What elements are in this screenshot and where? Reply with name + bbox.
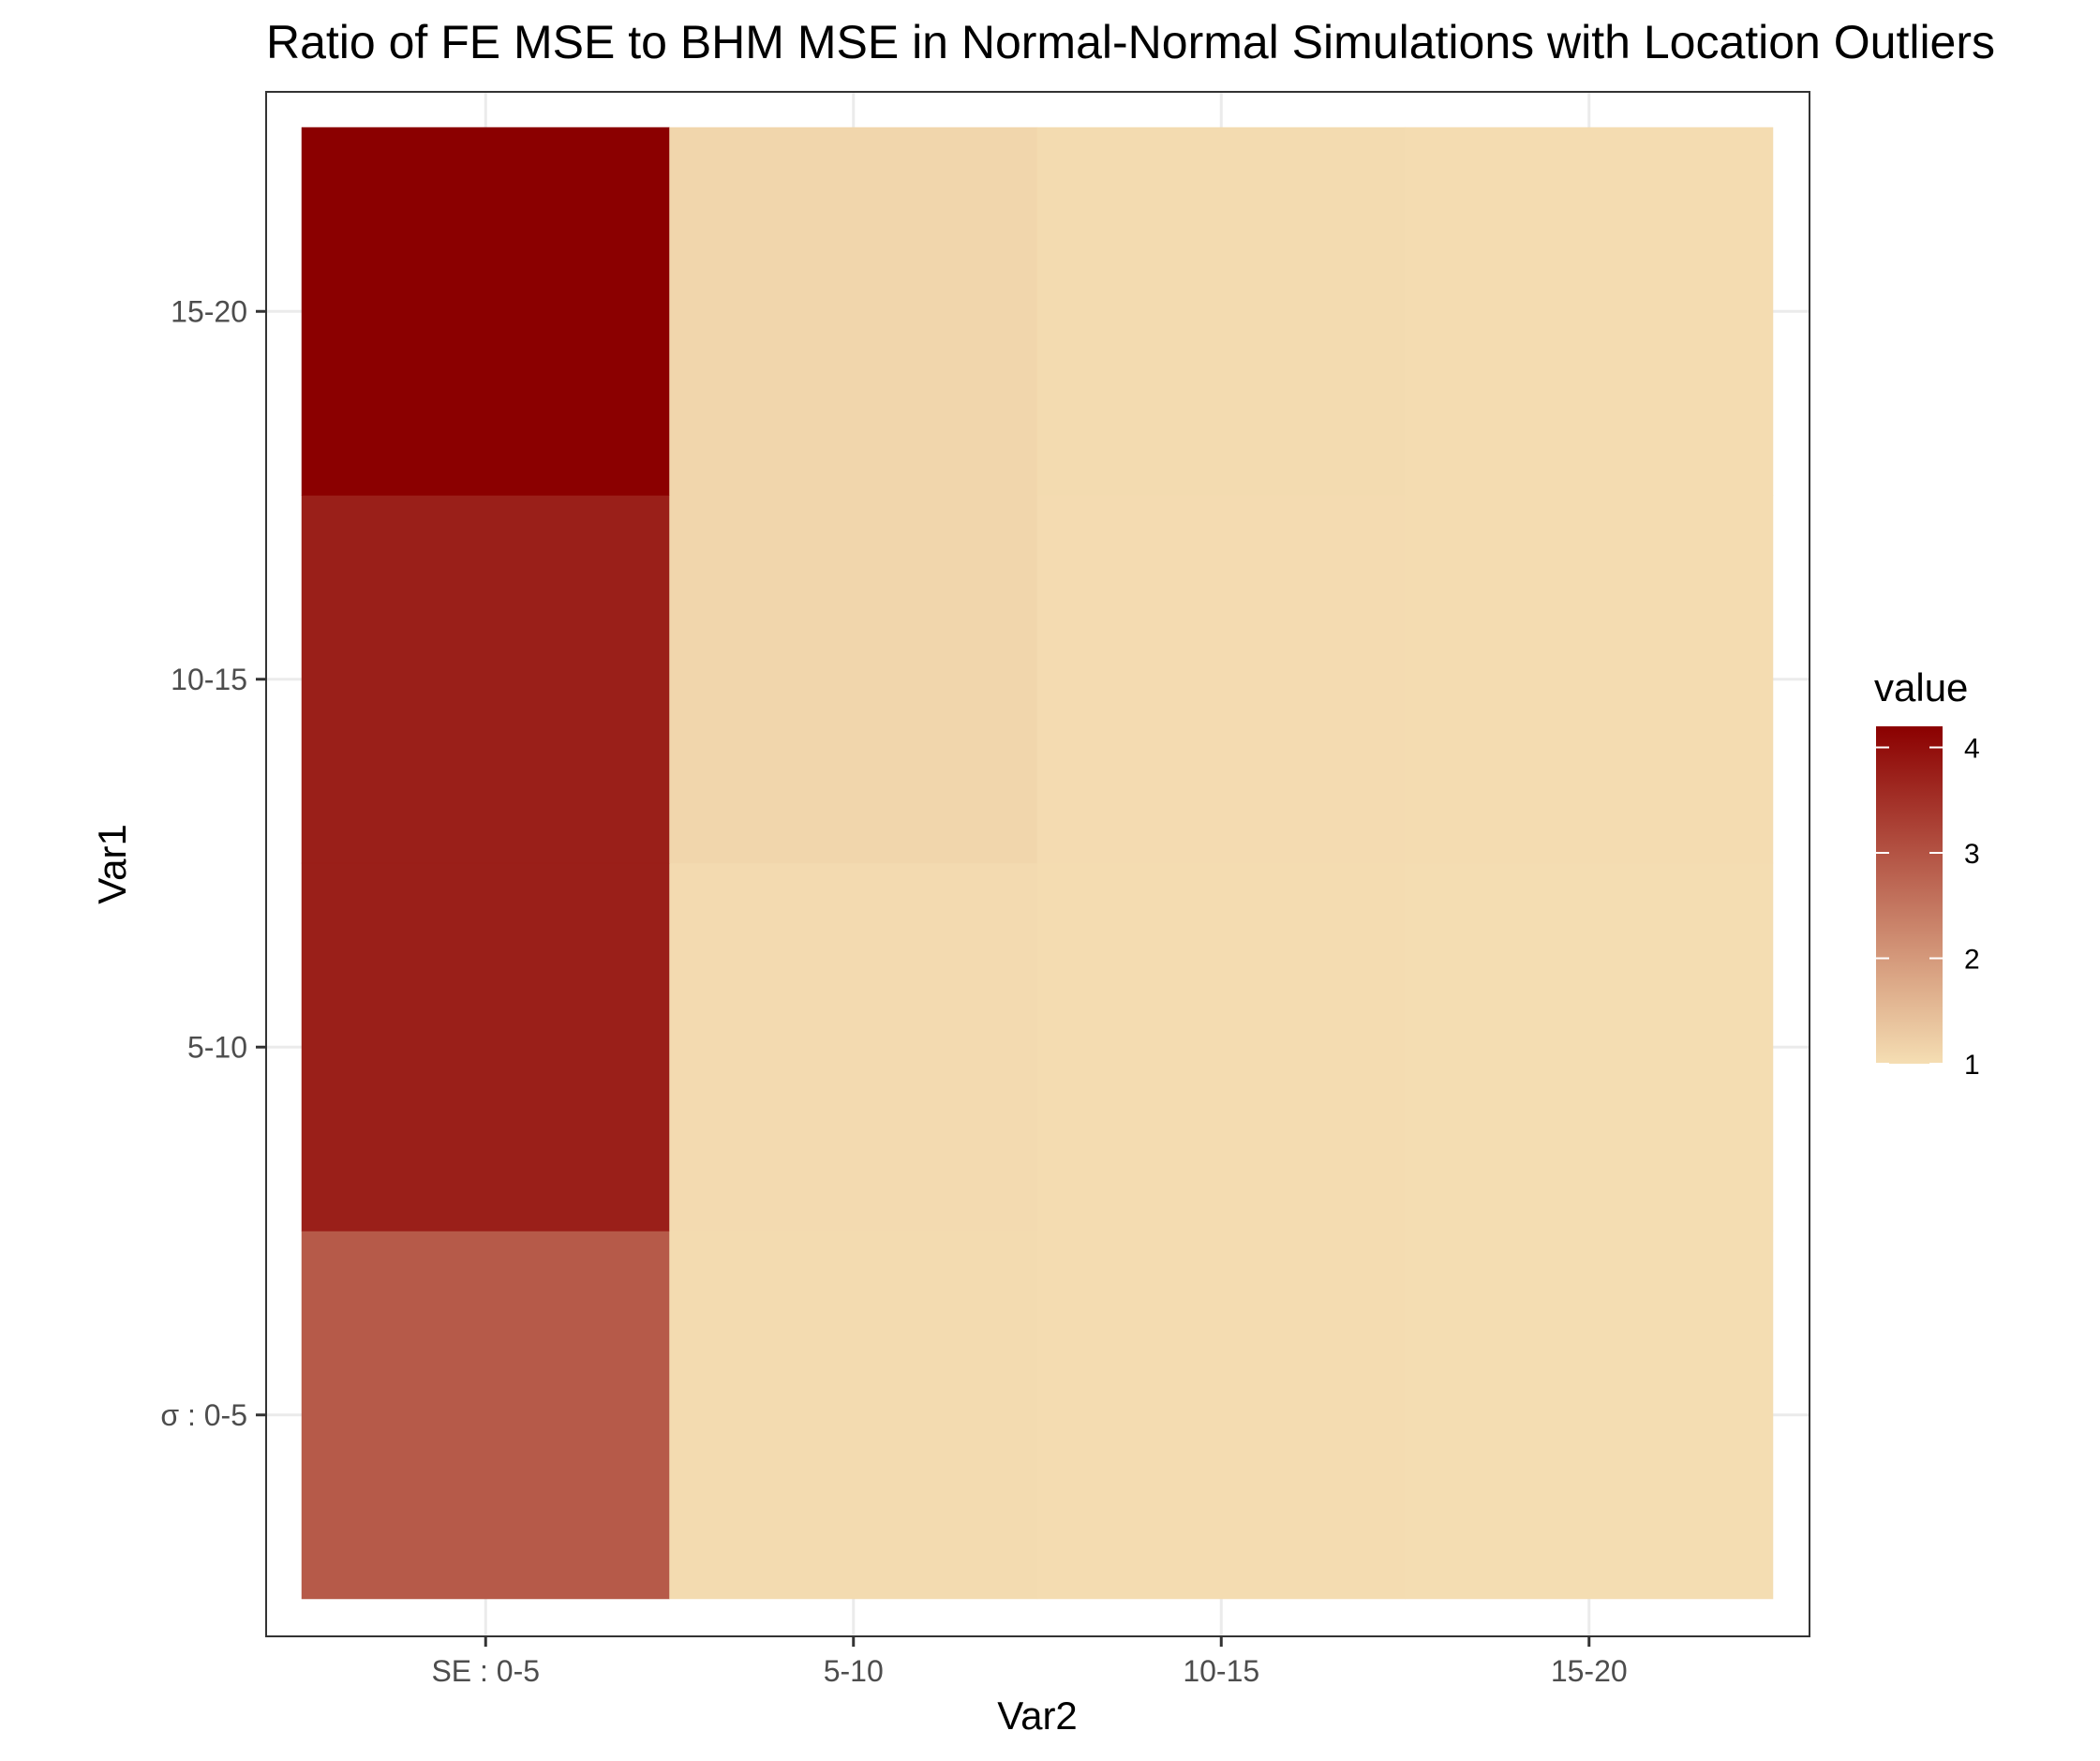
- panel-border: [265, 91, 1810, 1637]
- y-axis: σ : 0-5 5-10 10-15 15-20: [160, 294, 266, 1432]
- legend-ticks: 1 2 3 4: [1876, 734, 1980, 1081]
- y-tick-label: σ : 0-5: [160, 1398, 247, 1432]
- heatmap-tile: [1036, 1231, 1406, 1600]
- heatmap-tile: [301, 495, 670, 864]
- y-tick-label: 15-20: [171, 294, 247, 328]
- heatmap-tile: [669, 495, 1038, 864]
- heatmap-tile: [1405, 495, 1774, 864]
- heatmap-tile: [669, 127, 1038, 496]
- chart-title: Ratio of FE MSE to BHM MSE in Normal-Nor…: [266, 16, 1995, 68]
- heatmap-tile: [1405, 1231, 1774, 1600]
- heatmap-tile: [1036, 862, 1406, 1231]
- heatmap-tile: [1036, 495, 1406, 864]
- heatmap-tile: [301, 127, 670, 496]
- heatmap-tile: [301, 862, 670, 1231]
- legend-tick-label: 1: [1964, 1050, 1980, 1081]
- x-tick-label: SE : 0-5: [431, 1654, 540, 1688]
- heatmap-tile: [301, 1231, 670, 1600]
- legend-colorbar: [1876, 726, 1943, 1064]
- heatmap-tile: [1405, 127, 1774, 496]
- x-tick-label: 15-20: [1551, 1654, 1628, 1688]
- heatmap-tile: [669, 1231, 1038, 1600]
- x-tick-label: 10-15: [1183, 1654, 1259, 1688]
- heatmap-tile: [1405, 862, 1774, 1231]
- color-legend: value 1 2 3 4: [1874, 665, 1980, 1081]
- legend-tick-label: 2: [1964, 945, 1980, 976]
- heatmap-tiles: [301, 127, 1774, 1600]
- y-tick-label: 5-10: [187, 1030, 247, 1064]
- x-axis-title: Var2: [997, 1694, 1078, 1738]
- legend-tick-label: 3: [1964, 839, 1980, 870]
- x-tick-label: 5-10: [824, 1654, 884, 1688]
- legend-tick-label: 4: [1964, 734, 1980, 765]
- y-tick-label: 10-15: [171, 663, 247, 696]
- legend-title: value: [1874, 665, 1968, 709]
- y-axis-title: Var1: [90, 824, 134, 904]
- heatmap-tile: [1036, 127, 1406, 496]
- x-axis: SE : 0-5 5-10 10-15 15-20: [431, 1636, 1628, 1688]
- heatmap-tile: [669, 862, 1038, 1231]
